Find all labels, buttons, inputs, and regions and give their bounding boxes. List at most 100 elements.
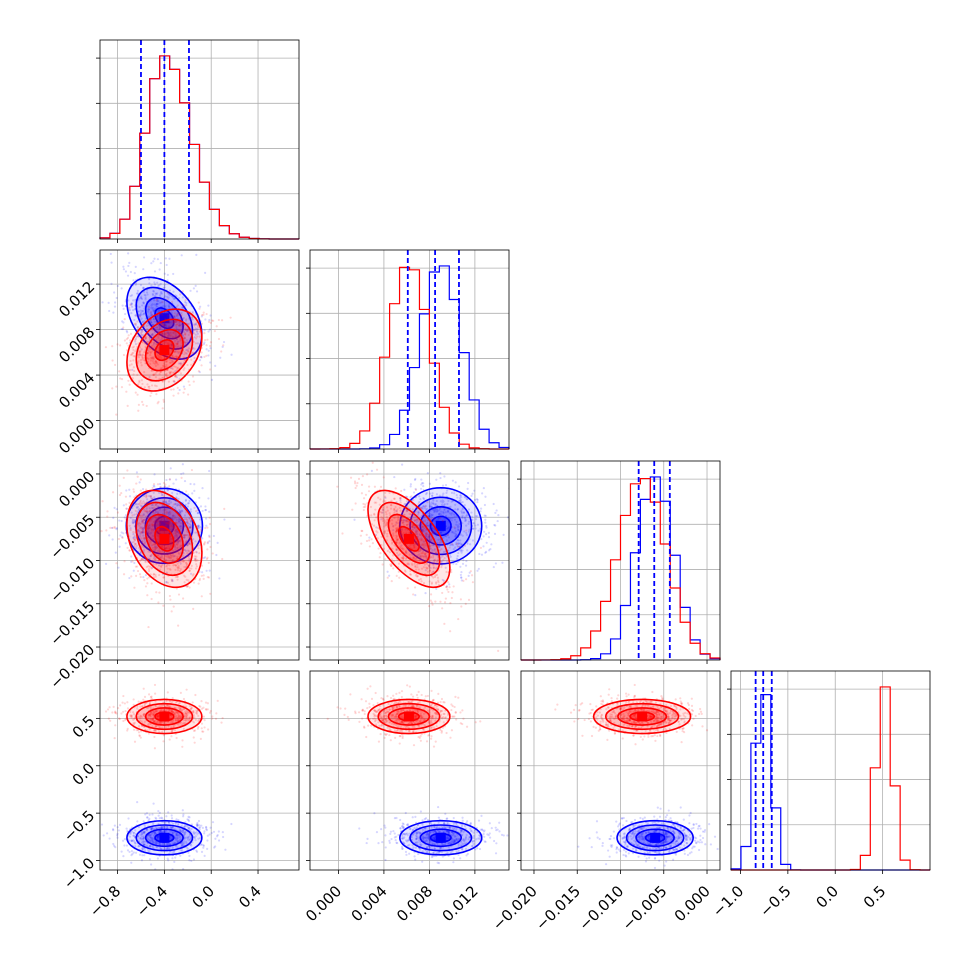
sample-point	[166, 555, 169, 558]
sample-point	[376, 531, 379, 534]
sample-point	[417, 519, 421, 522]
sample-point	[395, 526, 398, 530]
sample-point	[147, 308, 150, 311]
sample-point	[157, 564, 161, 567]
sample-point	[400, 489, 403, 493]
sample-point	[186, 710, 189, 714]
sample-point	[162, 481, 166, 485]
sample-point	[413, 545, 416, 548]
sample-point	[128, 501, 131, 504]
sample-point	[165, 372, 168, 375]
sample-point	[420, 538, 423, 541]
sample-point	[420, 507, 423, 510]
sample-point	[177, 551, 180, 554]
sample-point	[160, 494, 163, 497]
panel-frame	[99, 39, 300, 240]
sample-point	[163, 511, 166, 514]
sample-point	[230, 822, 233, 826]
sample-point	[423, 520, 427, 523]
sample-point	[198, 579, 201, 582]
sample-point	[138, 837, 142, 840]
sample-point	[424, 592, 427, 595]
sample-point	[136, 511, 139, 514]
sample-point	[382, 532, 386, 535]
sample-point	[494, 524, 497, 527]
sample-point	[419, 487, 423, 490]
sample-point	[152, 299, 156, 302]
sample-point	[421, 543, 424, 547]
sample-point	[195, 850, 199, 853]
sample-point	[470, 494, 473, 497]
sample-point	[178, 350, 182, 353]
sample-point	[141, 353, 145, 356]
sample-point	[497, 649, 500, 652]
sample-point	[207, 576, 211, 579]
sample-point	[156, 292, 159, 295]
sample-point	[460, 511, 464, 514]
sample-point	[461, 516, 464, 520]
sample-point	[424, 554, 427, 558]
sample-point	[179, 701, 182, 704]
sample-point	[423, 555, 426, 558]
sample-point	[109, 526, 112, 529]
sample-point	[413, 519, 417, 522]
sample-point	[166, 295, 169, 298]
sample-point	[135, 505, 138, 509]
sample-point	[460, 571, 463, 574]
sample-point	[438, 545, 441, 548]
sample-point	[175, 530, 178, 533]
sample-point	[392, 554, 395, 557]
sample-point	[155, 303, 158, 306]
sample-point	[163, 517, 166, 520]
sample-point	[176, 346, 179, 349]
sample-point	[157, 842, 160, 845]
sample-point	[178, 509, 181, 512]
sample-point	[145, 494, 148, 497]
sample-point	[156, 836, 159, 839]
sample-point	[217, 830, 220, 833]
sample-point	[423, 540, 426, 543]
sample-point	[158, 550, 162, 553]
sample-point	[393, 507, 396, 511]
sample-point	[141, 848, 145, 851]
sample-point	[375, 468, 379, 471]
sample-point	[123, 844, 126, 847]
sample-point	[201, 537, 204, 540]
sample-point	[154, 364, 157, 368]
sample-point	[111, 828, 115, 831]
sample-point	[156, 363, 159, 366]
sample-point	[198, 359, 202, 362]
sample-point	[120, 492, 123, 495]
sample-point	[141, 847, 144, 851]
sample-point	[117, 566, 120, 569]
sample-point	[168, 331, 171, 334]
sample-point	[175, 538, 179, 541]
sample-point	[200, 529, 203, 533]
sample-point	[202, 846, 205, 849]
sample-point	[132, 831, 135, 834]
sample-point	[140, 328, 143, 331]
sample-point	[149, 320, 153, 324]
sample-point	[439, 500, 442, 503]
sample-point	[419, 497, 422, 501]
sample-point	[152, 361, 155, 365]
sample-point	[113, 525, 116, 529]
sample-point	[157, 534, 160, 537]
sample-point	[422, 497, 426, 500]
sample-point	[427, 564, 430, 567]
sample-point	[152, 318, 155, 321]
sample-point	[141, 320, 144, 323]
sample-point	[156, 554, 160, 557]
sample-point	[173, 860, 176, 863]
sample-point	[141, 328, 144, 332]
sample-point	[189, 525, 192, 528]
sample-point	[424, 569, 427, 572]
sample-point	[413, 526, 416, 529]
sample-point	[167, 321, 170, 324]
sample-point	[171, 505, 174, 508]
sample-point	[179, 849, 182, 852]
sample-point	[414, 558, 417, 561]
sample-point	[461, 549, 464, 552]
sample-point	[147, 568, 151, 571]
sample-point	[184, 541, 187, 544]
